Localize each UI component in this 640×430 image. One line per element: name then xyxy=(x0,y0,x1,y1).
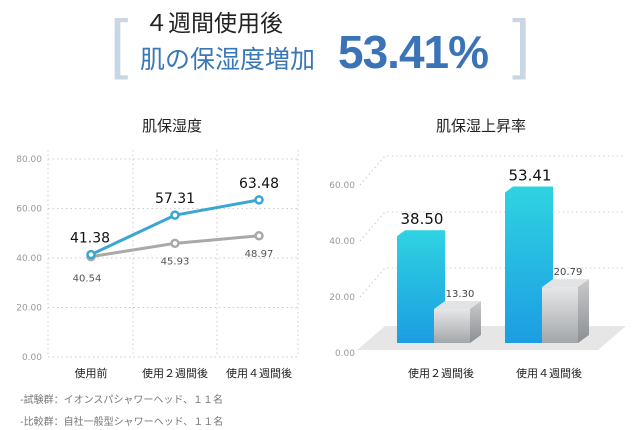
y-tick-label: 80.00 xyxy=(16,155,42,165)
data-point xyxy=(86,249,96,260)
data-label: 41.38 xyxy=(70,231,110,247)
y-tick-label: 20.00 xyxy=(329,293,355,303)
bar-control xyxy=(434,309,470,343)
data-point xyxy=(170,238,180,249)
y-tick-label: 60.00 xyxy=(329,181,355,191)
x-tick-label: 使用前 xyxy=(75,366,108,380)
bar-control-top xyxy=(542,279,589,288)
bar-chart-title: 肌保湿上昇率 xyxy=(436,117,527,135)
data-label: 40.54 xyxy=(73,274,102,285)
header-line1: ４週間使用後 xyxy=(145,11,283,37)
bar-test xyxy=(397,230,445,343)
bar-control xyxy=(542,287,578,343)
data-label: 38.50 xyxy=(401,210,444,228)
line-chart-title: 肌保湿度 xyxy=(142,117,203,135)
data-point xyxy=(254,231,264,241)
bar-control-side xyxy=(578,279,589,343)
y-tick-label: 20.00 xyxy=(16,304,42,314)
x-tick-label: 使用４週間後 xyxy=(516,366,582,380)
x-tick-label: 使用２週間後 xyxy=(408,366,474,380)
data-label: 20.79 xyxy=(554,267,583,278)
data-point xyxy=(170,210,180,220)
data-label: 57.31 xyxy=(155,191,195,207)
bracket-close: ] xyxy=(512,6,531,80)
header-value: 53.41% xyxy=(338,26,489,78)
y-tick-label: 40.00 xyxy=(16,254,42,264)
footnote-control-group: -比較群：自社一般型シャワーヘッド、１１名 xyxy=(20,417,224,428)
footnote-test-group: -試験群：イオンスパシャワーヘッド、１１名 xyxy=(20,395,224,406)
bar-control-top xyxy=(434,301,481,310)
x-tick-label: 使用２週間後 xyxy=(142,366,208,380)
data-label: 48.97 xyxy=(245,249,274,260)
bar-control-side xyxy=(470,301,481,343)
bracket-open: [ xyxy=(110,6,129,80)
data-point xyxy=(254,195,264,205)
y-tick-label: 60.00 xyxy=(16,205,42,215)
data-label: 63.48 xyxy=(239,176,279,192)
y-tick-label: 0.00 xyxy=(22,353,42,363)
data-label: 53.41 xyxy=(509,167,552,185)
bar-test xyxy=(505,186,553,343)
y-tick-label: 0.00 xyxy=(335,349,355,359)
x-tick-label: 使用４週間後 xyxy=(226,366,292,380)
gridline xyxy=(359,155,626,186)
y-tick-label: 40.00 xyxy=(329,237,355,247)
header-line2: 肌の保湿度増加 xyxy=(140,45,316,74)
data-label: 45.93 xyxy=(161,256,190,267)
data-label: 13.30 xyxy=(446,289,475,300)
